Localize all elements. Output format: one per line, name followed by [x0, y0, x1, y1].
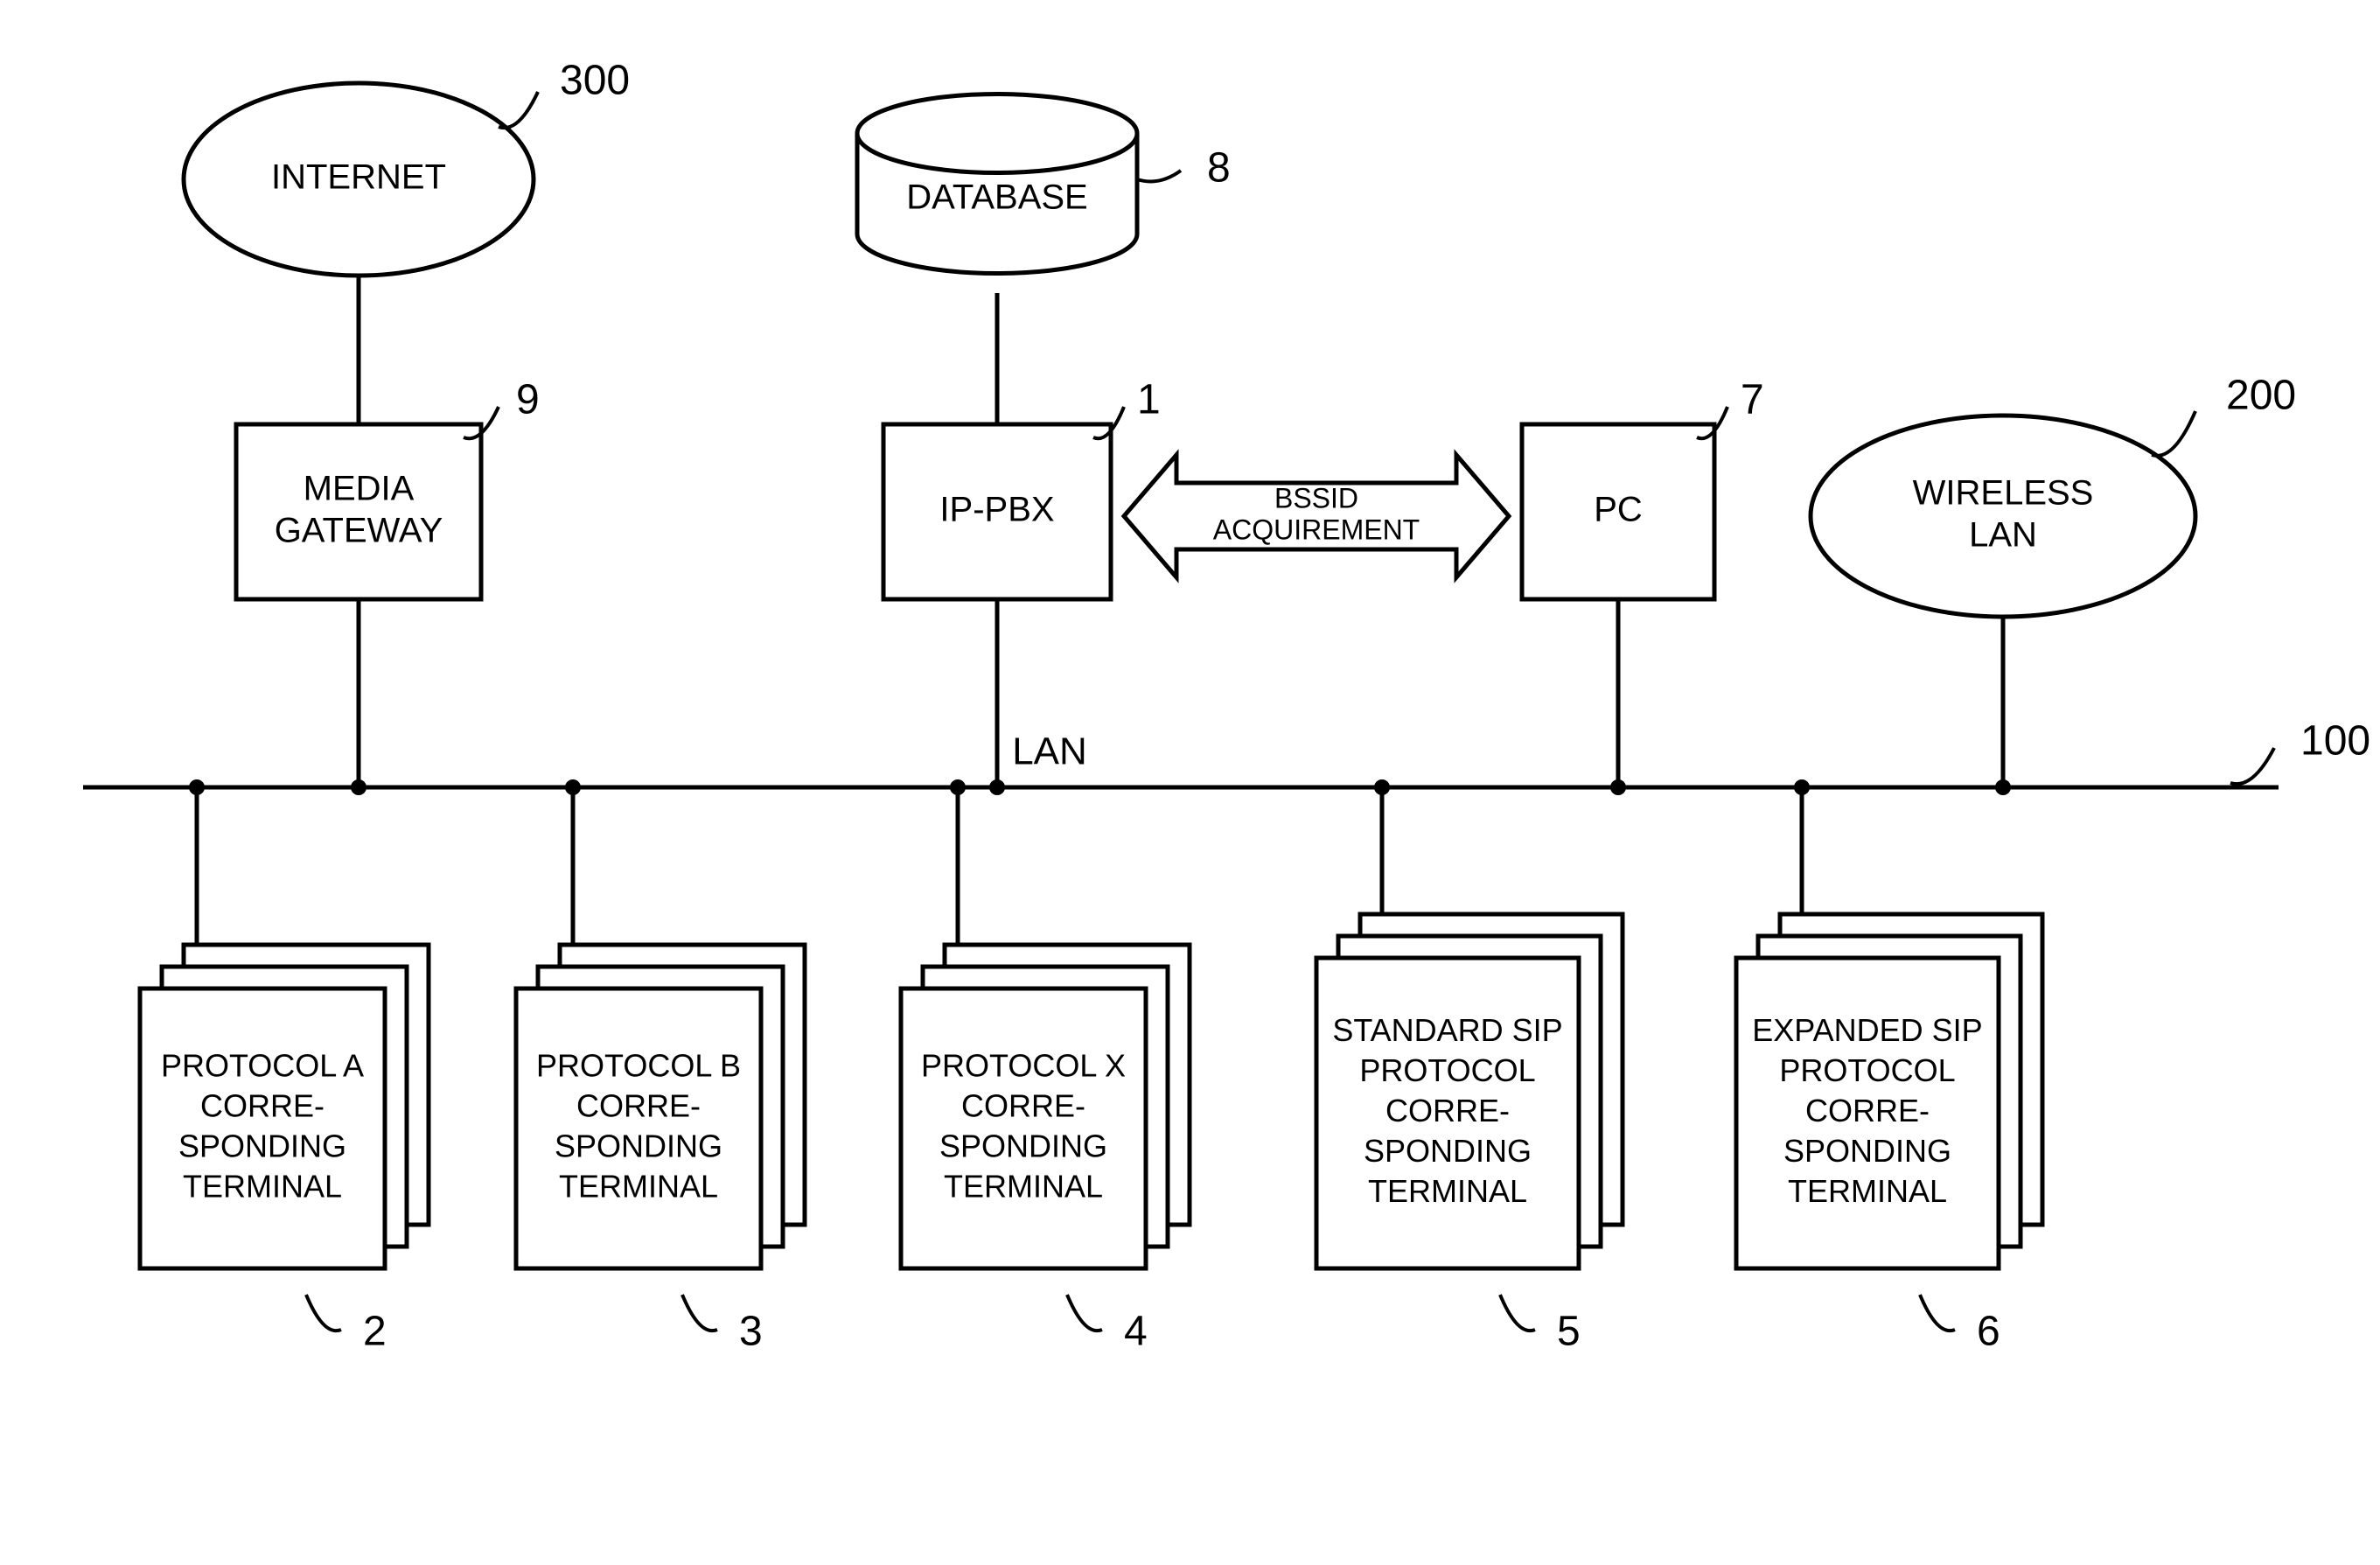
svg-text:CORRE-: CORRE- — [200, 1088, 325, 1124]
svg-text:TERMINAL: TERMINAL — [944, 1169, 1103, 1205]
database: DATABASE — [857, 94, 1137, 274]
media_gw: MEDIA GATEWAY — [236, 424, 481, 599]
svg-text:8: 8 — [1207, 145, 1231, 192]
svg-text:SPONDING: SPONDING — [939, 1128, 1107, 1164]
svg-text:5: 5 — [1557, 1309, 1581, 1355]
svg-text:9: 9 — [516, 377, 540, 423]
internet: INTERNET — [184, 83, 534, 276]
svg-text:CORRE-: CORRE- — [1385, 1093, 1510, 1128]
svg-text:4: 4 — [1124, 1309, 1148, 1355]
svg-text:2: 2 — [363, 1309, 387, 1355]
svg-text:6: 6 — [1977, 1309, 2000, 1355]
svg-text:DATABASE: DATABASE — [906, 178, 1087, 217]
svg-text:GATEWAY: GATEWAY — [275, 512, 443, 550]
svg-text:3: 3 — [739, 1309, 763, 1355]
svg-text:LAN: LAN — [1969, 516, 2037, 555]
term_a: PROTOCOL A CORRE- SPONDING TERMINAL — [140, 945, 429, 1268]
svg-text:LAN: LAN — [1012, 730, 1087, 773]
svg-text:CORRE-: CORRE- — [1805, 1093, 1930, 1128]
wlan: WIRELESSLAN — [1811, 416, 2195, 617]
svg-text:TERMINAL: TERMINAL — [1788, 1173, 1947, 1209]
svg-text:SPONDING: SPONDING — [178, 1128, 346, 1164]
svg-text:INTERNET: INTERNET — [271, 158, 446, 197]
network-diagram: LAN 100 BSSIDACQUIREMENT INTERNET 300 DATABAS… — [0, 0, 2380, 1565]
svg-text:SPONDING: SPONDING — [555, 1128, 722, 1164]
svg-text:MEDIA: MEDIA — [304, 470, 415, 508]
svg-text:PROTOCOL A: PROTOCOL A — [161, 1048, 364, 1084]
svg-text:PROTOCOL B: PROTOCOL B — [536, 1048, 741, 1084]
svg-text:TERMINAL: TERMINAL — [1368, 1173, 1527, 1209]
ippbx: IP-PBX — [883, 424, 1111, 599]
svg-text:CORRE-: CORRE- — [961, 1088, 1085, 1124]
svg-text:PROTOCOL X: PROTOCOL X — [921, 1048, 1126, 1084]
svg-text:EXPANDED SIP: EXPANDED SIP — [1752, 1012, 1982, 1048]
pc: PC — [1522, 424, 1714, 599]
svg-text:PROTOCOL: PROTOCOL — [1359, 1052, 1535, 1088]
term_std: STANDARD SIP PROTOCOL CORRE- SPONDING TERMIN… — [1316, 914, 1623, 1268]
svg-text:STANDARD SIP: STANDARD SIP — [1332, 1012, 1562, 1048]
svg-text:CORRE-: CORRE- — [576, 1088, 701, 1124]
svg-text:100: 100 — [2300, 718, 2370, 765]
svg-text:7: 7 — [1741, 377, 1764, 423]
svg-text:TERMINAL: TERMINAL — [183, 1169, 342, 1205]
term_b: PROTOCOL B CORRE- SPONDING TERMINAL — [516, 945, 805, 1268]
svg-text:300: 300 — [560, 58, 630, 104]
svg-text:IP-PBX: IP-PBX — [939, 491, 1054, 529]
svg-text:BSSID: BSSID — [1274, 482, 1358, 514]
term_exp: EXPANDED SIP PROTOCOL CORRE- SPONDING TERMIN… — [1736, 914, 2042, 1268]
svg-text:1: 1 — [1137, 377, 1161, 423]
svg-text:200: 200 — [2226, 373, 2296, 419]
svg-text:PC: PC — [1594, 491, 1643, 529]
svg-text:PROTOCOL: PROTOCOL — [1779, 1052, 1955, 1088]
term_x: PROTOCOL X CORRE- SPONDING TERMINAL — [901, 945, 1190, 1268]
svg-text:WIRELESS: WIRELESS — [1913, 474, 2094, 513]
svg-text:SPONDING: SPONDING — [1783, 1133, 1951, 1169]
svg-text:SPONDING: SPONDING — [1364, 1133, 1532, 1169]
svg-text:TERMINAL: TERMINAL — [559, 1169, 718, 1205]
svg-text:ACQUIREMENT: ACQUIREMENT — [1213, 514, 1420, 545]
